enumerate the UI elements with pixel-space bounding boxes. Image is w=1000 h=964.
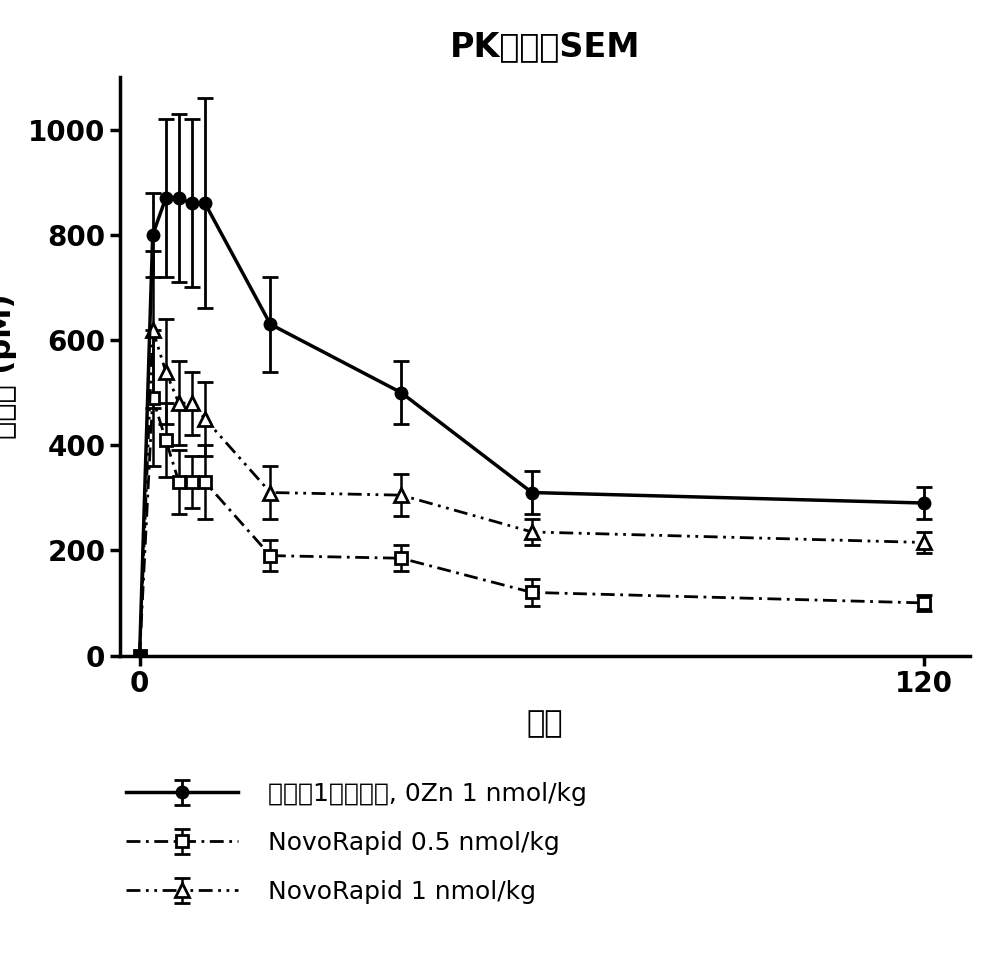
Y-axis label: 胰岛素 (pM): 胰岛素 (pM): [0, 294, 17, 439]
X-axis label: 分钟: 分钟: [527, 710, 563, 738]
Legend: 实施例1的胰岛素, 0Zn 1 nmol/kg, NovoRapid 0.5 nmol/kg, NovoRapid 1 nmol/kg: 实施例1的胰岛素, 0Zn 1 nmol/kg, NovoRapid 0.5 n…: [116, 772, 597, 914]
Title: PK平均值SEM: PK平均值SEM: [450, 30, 640, 64]
